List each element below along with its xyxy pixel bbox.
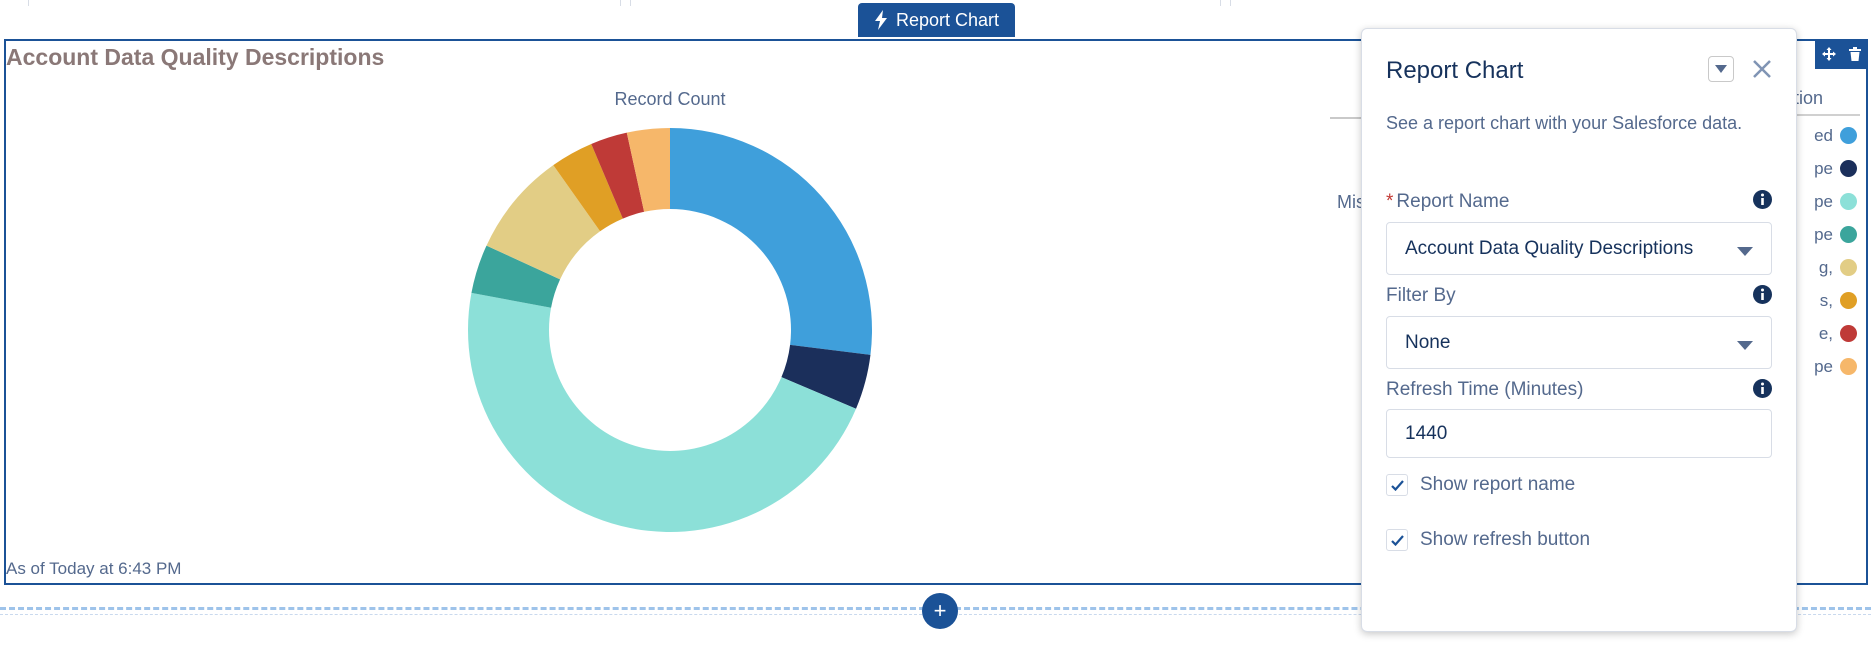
legend-item-label: g, bbox=[1818, 258, 1833, 277]
report-timestamp: As of Today at 6:43 PM bbox=[6, 559, 182, 578]
checkmark-icon bbox=[1390, 534, 1404, 546]
legend-swatch bbox=[1840, 160, 1857, 177]
show-refresh-button-label: Show refresh button bbox=[1420, 529, 1591, 550]
lightning-bolt-icon bbox=[874, 10, 887, 30]
chevron-down-icon bbox=[1737, 247, 1753, 256]
component-toolbar bbox=[1815, 39, 1868, 69]
show-refresh-button-checkbox[interactable] bbox=[1386, 529, 1408, 551]
panel-description: See a report chart with your Salesforce … bbox=[1386, 113, 1743, 133]
chevron-down-icon bbox=[1715, 65, 1727, 73]
legend-item-label: s, bbox=[1819, 291, 1833, 310]
donut-slice-5[interactable] bbox=[486, 165, 601, 280]
show-report-name-label: Show report name bbox=[1420, 474, 1576, 495]
column-guide bbox=[620, 0, 621, 6]
legend-item: pe bbox=[1790, 190, 1865, 214]
column-guide bbox=[28, 0, 29, 6]
refresh-time-label: Refresh Time (Minutes) bbox=[1386, 379, 1584, 400]
delete-icon[interactable] bbox=[1849, 47, 1862, 61]
show-report-name-option[interactable]: Show report name bbox=[1386, 474, 1575, 496]
legend-item-label: e, bbox=[1818, 324, 1833, 343]
component-tab-label: Report Chart bbox=[895, 9, 1000, 30]
panel-menu-button[interactable] bbox=[1708, 56, 1734, 82]
refresh-time-value: 1440 bbox=[1405, 422, 1448, 444]
donut-slice-6[interactable] bbox=[553, 143, 623, 232]
report-title: Account Data Quality Descriptions bbox=[6, 44, 385, 70]
column-guide bbox=[1230, 0, 1231, 6]
chart-title: Record Count bbox=[614, 89, 726, 109]
legend-item-label: ed bbox=[1814, 126, 1833, 145]
legend-swatch bbox=[1840, 193, 1857, 210]
close-button[interactable] bbox=[1749, 56, 1775, 82]
legend-item-label: pe bbox=[1814, 225, 1833, 244]
component-tab-report-chart[interactable]: Report Chart bbox=[858, 3, 1015, 37]
chevron-down-icon bbox=[1737, 341, 1753, 350]
legend-divider bbox=[1790, 114, 1860, 116]
donut-slice-4[interactable] bbox=[471, 245, 561, 308]
legend-item: g, bbox=[1790, 256, 1865, 280]
axis-label-fragment: Mis bbox=[1337, 192, 1365, 212]
legend-item: pe bbox=[1790, 355, 1865, 379]
info-icon[interactable] bbox=[1753, 379, 1772, 398]
required-marker: * bbox=[1386, 191, 1394, 212]
filter-by-value: None bbox=[1405, 331, 1451, 353]
filter-by-select[interactable]: None bbox=[1386, 316, 1772, 369]
legend-swatch bbox=[1840, 259, 1857, 276]
show-report-name-checkbox[interactable] bbox=[1386, 474, 1408, 496]
legend-item-label: pe bbox=[1814, 159, 1833, 178]
move-icon[interactable] bbox=[1821, 47, 1836, 61]
legend-swatch bbox=[1840, 127, 1857, 144]
show-refresh-button-option[interactable]: Show refresh button bbox=[1386, 529, 1590, 551]
donut-slice-7[interactable] bbox=[591, 132, 645, 219]
info-icon[interactable] bbox=[1753, 190, 1772, 209]
legend-swatch bbox=[1840, 325, 1857, 342]
legend-item: pe bbox=[1790, 223, 1865, 247]
report-chart-properties-panel: Report Chart See a report chart with you… bbox=[1361, 28, 1797, 632]
info-icon[interactable] bbox=[1753, 285, 1772, 304]
donut-svg bbox=[468, 128, 872, 532]
report-name-value: Account Data Quality Descriptions bbox=[1405, 237, 1694, 259]
filter-by-label: Filter By bbox=[1386, 285, 1456, 306]
add-component-button[interactable]: + bbox=[922, 593, 958, 629]
column-guide bbox=[630, 0, 631, 6]
close-icon bbox=[1753, 60, 1771, 78]
legend-item-label: pe bbox=[1814, 357, 1833, 376]
report-name-label-text: Report Name bbox=[1396, 191, 1510, 212]
legend-swatch bbox=[1840, 358, 1857, 375]
legend-item: ed bbox=[1790, 124, 1865, 148]
refresh-time-input[interactable]: 1440 bbox=[1386, 409, 1772, 458]
column-guide bbox=[1220, 0, 1221, 6]
donut-slice-2[interactable] bbox=[781, 344, 871, 409]
legend-swatch bbox=[1840, 226, 1857, 243]
report-name-select[interactable]: Account Data Quality Descriptions bbox=[1386, 222, 1772, 275]
report-chart-component[interactable] bbox=[4, 39, 1868, 585]
donut-slice-8[interactable] bbox=[626, 128, 670, 212]
legend-swatch bbox=[1840, 292, 1857, 309]
legend-item: s, bbox=[1790, 289, 1865, 313]
donut-slice-1[interactable] bbox=[670, 128, 872, 355]
legend-item: pe bbox=[1790, 157, 1865, 181]
panel-title: Report Chart bbox=[1386, 57, 1524, 84]
donut-chart bbox=[460, 120, 880, 540]
legend-item-label: pe bbox=[1814, 192, 1833, 211]
legend-item: e, bbox=[1790, 322, 1865, 346]
checkmark-icon bbox=[1390, 479, 1404, 491]
donut-slice-3[interactable] bbox=[468, 292, 857, 532]
report-name-label: * Report Name bbox=[1386, 191, 1509, 213]
